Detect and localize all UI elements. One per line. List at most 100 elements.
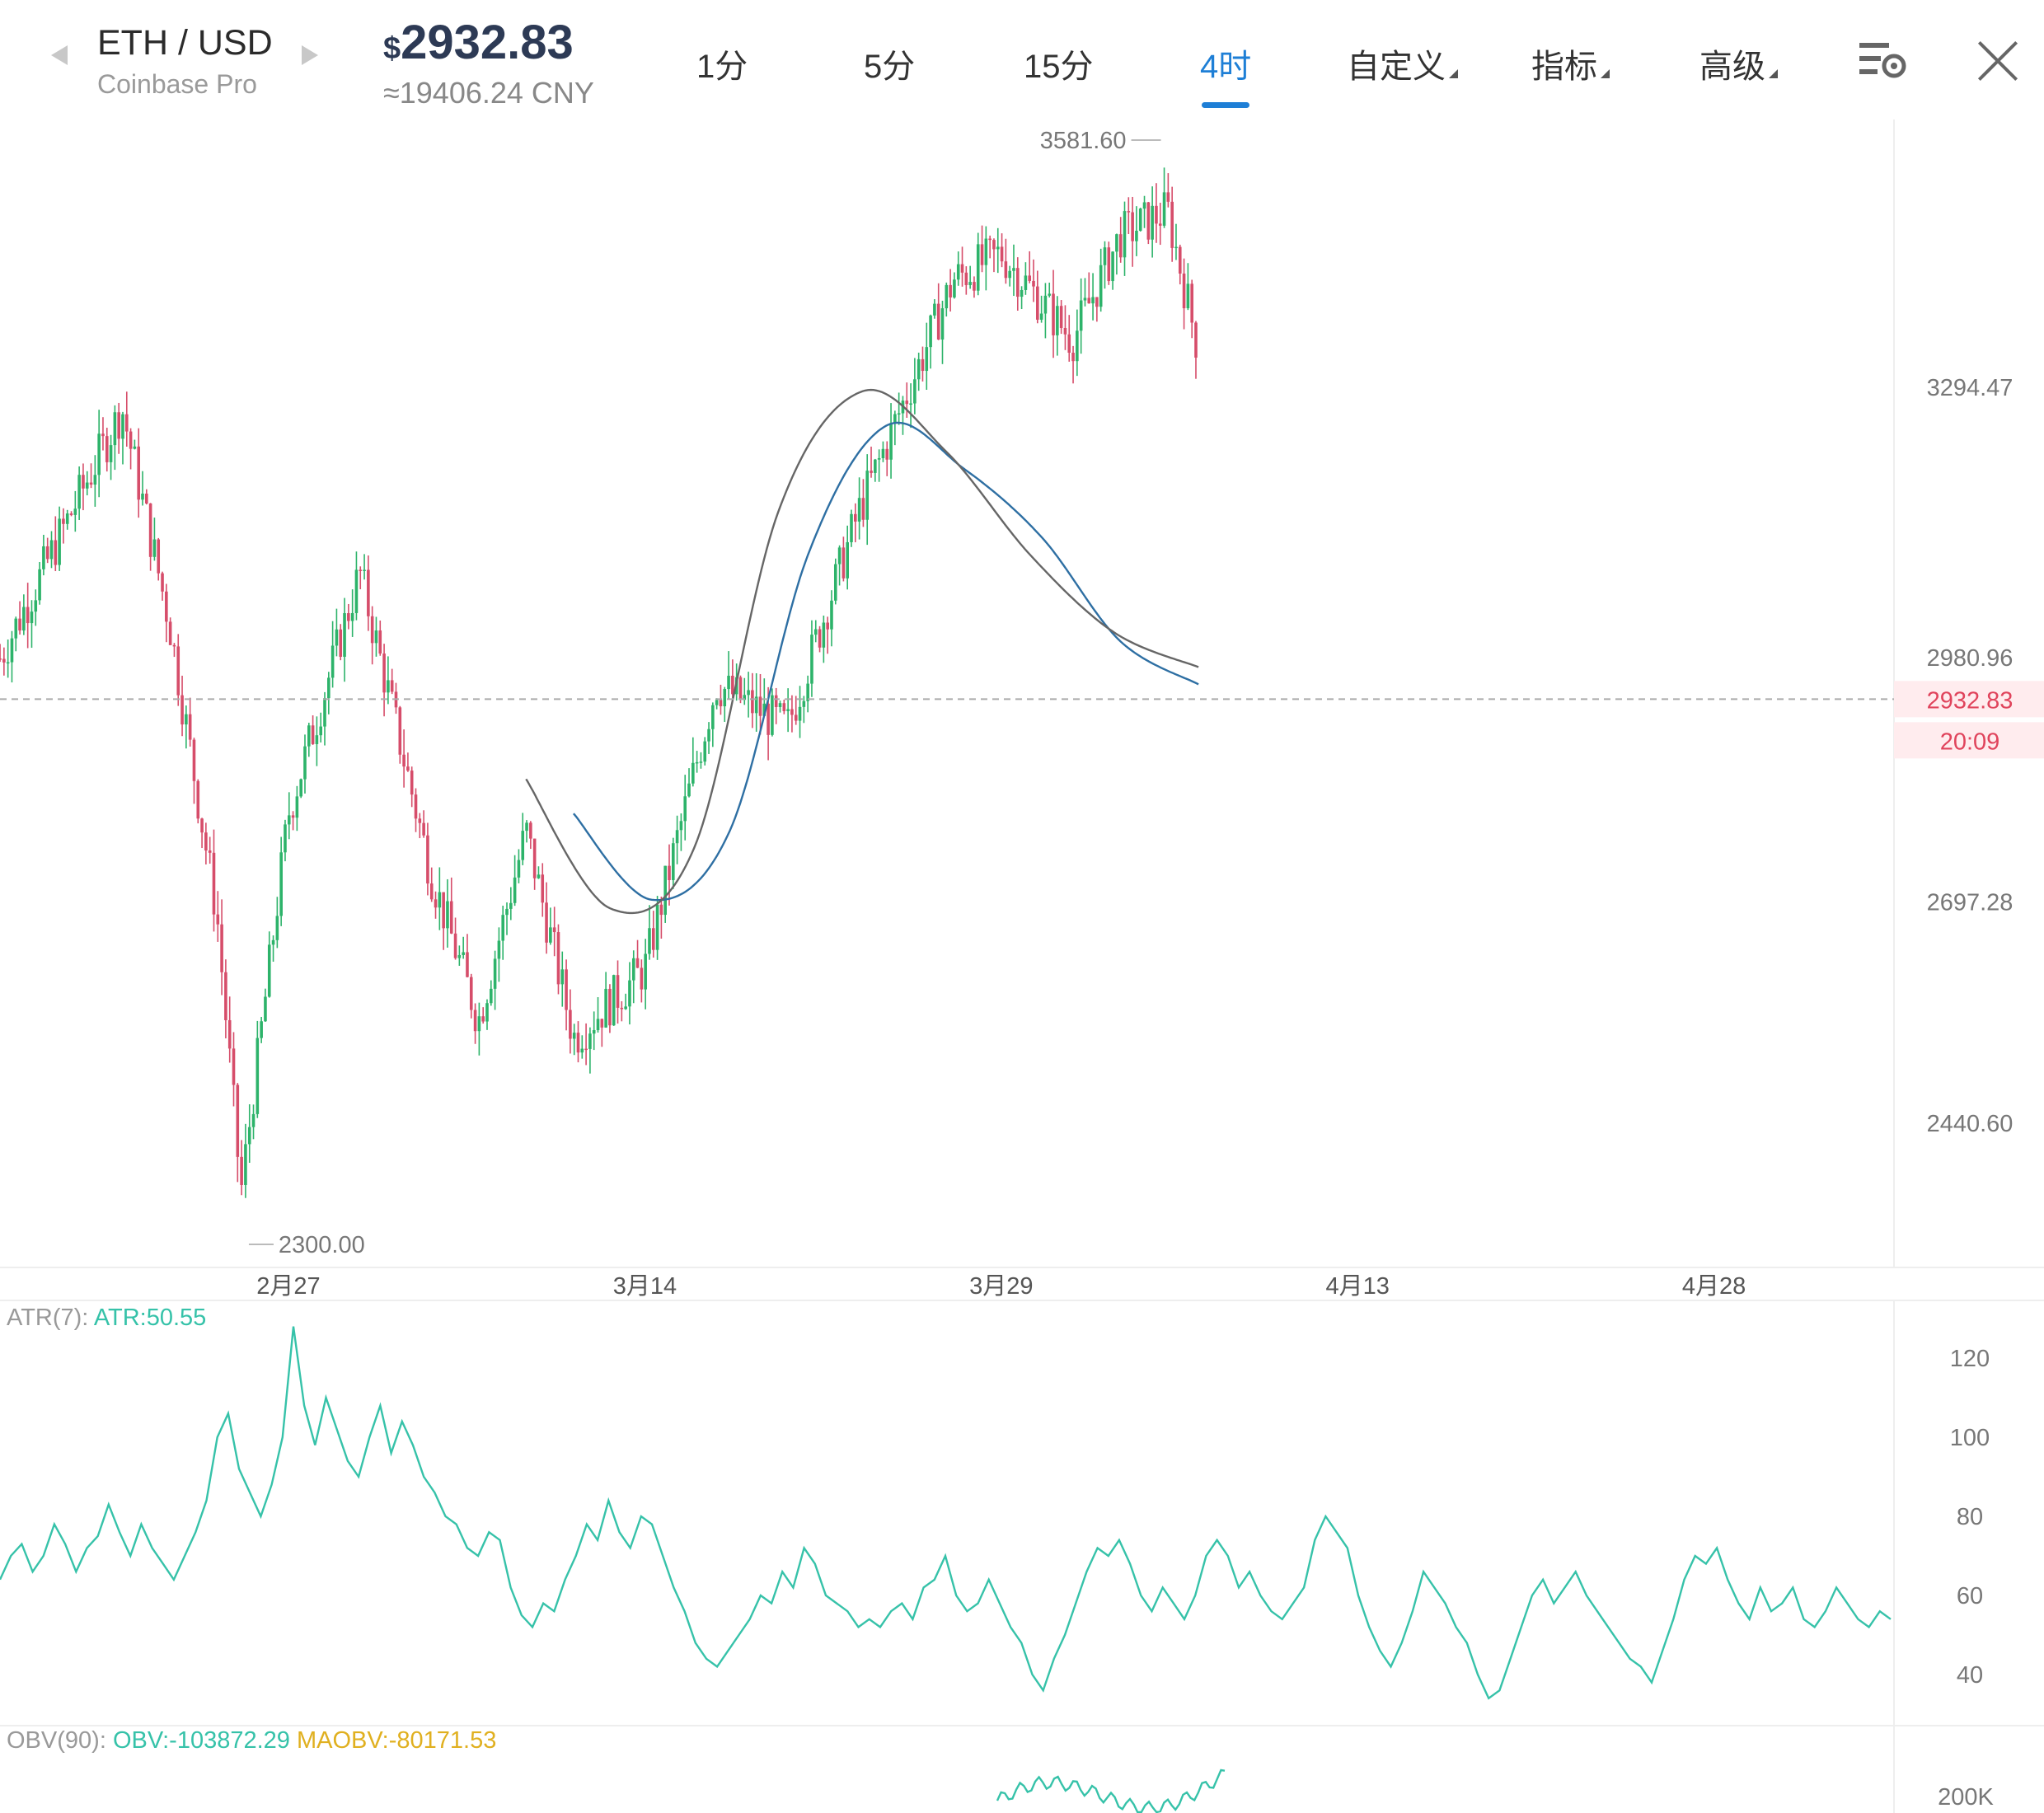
candle-body [734,677,738,695]
candle-body [541,874,545,903]
candle-body [897,413,901,415]
candle-body [509,902,513,909]
candle-body [663,865,667,916]
tab-4hour[interactable]: 4时 [1200,49,1252,85]
candle-body [861,498,865,520]
candle-body [339,629,343,657]
last-price-marker: 2932.83 20:09 [0,681,2044,759]
candle-body [1079,300,1083,331]
obv-legend-value: OBV:-103872.29 [112,1727,290,1754]
candle-body [679,821,683,831]
candle-body [299,779,302,797]
tab-custom[interactable]: 自定义 [1347,49,1446,85]
candle-body [10,638,14,663]
candle-body [363,569,366,571]
candle-body [82,475,85,489]
candle-body [984,238,988,265]
candle-body [1071,352,1075,362]
candle-body [1028,275,1031,281]
candle-body [980,244,984,265]
candle-body [227,1019,232,1049]
candle-body [691,762,695,784]
candle-body [188,714,192,740]
candle-body [291,815,295,818]
candle-body [256,1038,260,1114]
candle-body [754,696,758,714]
candle-body [850,513,853,542]
candle-body [584,1048,588,1051]
candle-body [964,272,968,285]
candle-body [93,475,97,485]
candle-body [929,315,932,348]
atr-legend-value: ATR:50.55 [93,1305,207,1331]
price-axis-tick-label: 2440.60 [1927,1111,2014,1137]
candle-body [790,709,794,715]
candle-body [251,1113,256,1127]
candle-body [774,695,778,707]
high-marker: 3581.60 [1040,128,1161,154]
candle-body [822,622,826,648]
next-symbol-icon[interactable] [302,45,318,65]
atr-axis-tick-label: 100 [1950,1425,1990,1451]
candle-body [1103,247,1107,265]
candle-body [532,838,537,878]
candle-body [580,1048,584,1053]
candle-body [782,703,786,711]
high-price-label: 3581.60 [1040,128,1127,154]
candle-body [489,988,493,1004]
candle-body [695,761,699,764]
candle-body [1095,297,1099,307]
candle-body [485,1003,489,1022]
candle-body [1083,297,1087,301]
candle-body [842,547,846,579]
candle-body [220,924,223,972]
time-axis-tick-label: 3月14 [613,1273,677,1300]
candle-body [766,703,770,735]
candle-body [354,569,359,613]
candle-body [1087,297,1091,304]
candle-body [347,613,350,621]
candle-body [1155,205,1158,224]
candle-body [913,379,917,404]
moving-average-line-2 [525,388,1199,915]
candle-body [121,414,124,439]
candle-body [240,1156,243,1185]
candle-body [933,303,936,316]
candle-body [1076,330,1079,362]
tab-5min[interactable]: 5分 [864,49,916,85]
candle-body [180,695,184,725]
candle-body [105,436,109,462]
symbol-pair[interactable]: ETH / USD [97,23,273,63]
candle-body [818,629,822,648]
tab-1min[interactable]: 1分 [696,49,748,85]
candle-body [2,658,6,663]
candle-body [560,969,565,985]
candle-body [1115,234,1118,252]
price-value: 2932.83 [401,16,574,69]
candle-body [477,1016,481,1032]
low-marker: 2300.00 [248,1232,365,1258]
candle-body [505,908,509,916]
candle-body [45,546,49,560]
candle-body [640,967,644,990]
candle-body [786,709,790,711]
candle-body [1194,322,1198,358]
obv-line [996,1768,1226,1813]
candle-body [549,927,552,943]
candle-body [65,513,69,524]
indicators-dropdown-icon [1601,69,1610,78]
candle-body [367,569,370,616]
chart-settings-icon[interactable] [1858,40,1907,82]
tab-advanced[interactable]: 高级 [1699,49,1765,85]
previous-symbol-icon[interactable] [51,45,68,65]
candle-body [699,761,703,763]
close-icon[interactable] [1976,40,2019,82]
tab-15min[interactable]: 15分 [1024,49,1094,85]
candle-body [747,690,750,696]
tab-indicators[interactable]: 指标 [1531,49,1597,85]
candle-body [703,741,707,762]
currency-symbol: $ [383,31,401,66]
candle-body [438,892,442,908]
candle-body [426,835,429,884]
